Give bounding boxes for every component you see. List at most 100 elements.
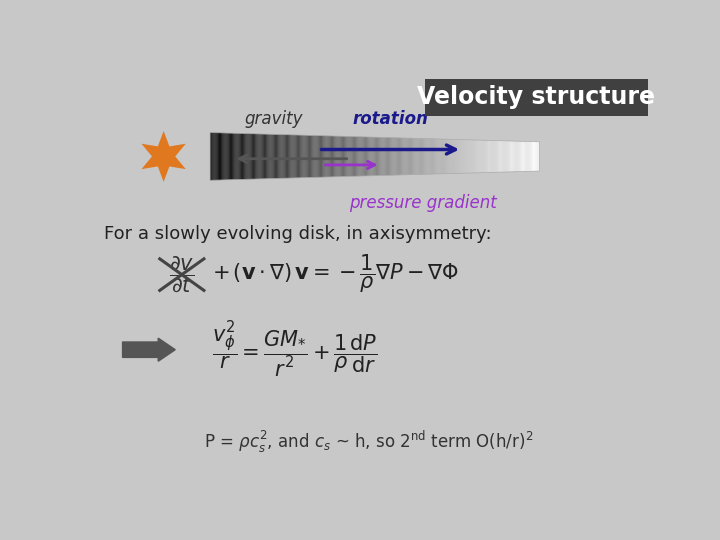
Polygon shape xyxy=(213,133,215,180)
Polygon shape xyxy=(301,135,302,178)
Polygon shape xyxy=(368,137,369,176)
Polygon shape xyxy=(399,138,400,175)
Polygon shape xyxy=(332,136,333,177)
Polygon shape xyxy=(373,137,374,176)
Polygon shape xyxy=(340,136,341,177)
Polygon shape xyxy=(285,134,286,178)
Polygon shape xyxy=(526,141,528,171)
Polygon shape xyxy=(419,138,420,174)
Polygon shape xyxy=(389,138,390,176)
Polygon shape xyxy=(246,133,248,179)
Polygon shape xyxy=(491,140,492,172)
Text: $\dfrac{v_{\phi}^{2}}{r} = \dfrac{GM_{*}}{r^{2}} + \dfrac{1}{\rho}\dfrac{\mathrm: $\dfrac{v_{\phi}^{2}}{r} = \dfrac{GM_{*}… xyxy=(212,320,378,380)
Polygon shape xyxy=(279,134,280,178)
Polygon shape xyxy=(534,141,535,171)
Polygon shape xyxy=(488,140,489,172)
Polygon shape xyxy=(309,136,310,178)
Polygon shape xyxy=(338,136,340,177)
Polygon shape xyxy=(455,139,456,173)
Polygon shape xyxy=(516,141,518,172)
Polygon shape xyxy=(315,136,317,177)
Polygon shape xyxy=(522,141,523,172)
Polygon shape xyxy=(441,139,442,174)
Polygon shape xyxy=(364,137,365,176)
Polygon shape xyxy=(410,138,411,175)
Polygon shape xyxy=(269,134,271,179)
Polygon shape xyxy=(274,134,275,179)
Polygon shape xyxy=(276,134,277,178)
Polygon shape xyxy=(296,135,297,178)
Polygon shape xyxy=(454,139,455,173)
Polygon shape xyxy=(403,138,405,175)
Polygon shape xyxy=(430,139,431,174)
Text: rotation: rotation xyxy=(353,110,428,128)
Polygon shape xyxy=(468,140,469,173)
Text: pressure gradient: pressure gradient xyxy=(349,194,497,212)
Polygon shape xyxy=(424,139,426,174)
Polygon shape xyxy=(481,140,482,173)
Polygon shape xyxy=(252,134,253,179)
Polygon shape xyxy=(415,138,417,174)
Polygon shape xyxy=(228,133,229,180)
Polygon shape xyxy=(393,138,395,175)
Polygon shape xyxy=(422,138,423,174)
Polygon shape xyxy=(286,134,287,178)
Polygon shape xyxy=(254,134,255,179)
Polygon shape xyxy=(510,141,511,172)
Polygon shape xyxy=(464,140,465,173)
Polygon shape xyxy=(532,141,533,171)
Polygon shape xyxy=(234,133,235,180)
Polygon shape xyxy=(222,133,223,180)
Polygon shape xyxy=(211,133,212,180)
Polygon shape xyxy=(282,134,284,178)
Polygon shape xyxy=(354,137,355,176)
Polygon shape xyxy=(505,141,507,172)
Polygon shape xyxy=(440,139,441,174)
Polygon shape xyxy=(459,139,461,173)
Polygon shape xyxy=(461,139,462,173)
Polygon shape xyxy=(345,136,346,177)
Polygon shape xyxy=(324,136,325,177)
Polygon shape xyxy=(431,139,432,174)
Polygon shape xyxy=(257,134,258,179)
Text: Velocity structure: Velocity structure xyxy=(418,85,655,109)
Polygon shape xyxy=(318,136,319,177)
Polygon shape xyxy=(498,140,499,172)
Polygon shape xyxy=(514,141,516,172)
Polygon shape xyxy=(433,139,434,174)
Polygon shape xyxy=(456,139,457,173)
Polygon shape xyxy=(501,141,502,172)
Polygon shape xyxy=(363,137,364,176)
Polygon shape xyxy=(409,138,410,175)
Polygon shape xyxy=(223,133,225,180)
Polygon shape xyxy=(303,135,305,178)
Polygon shape xyxy=(435,139,436,174)
Polygon shape xyxy=(233,133,234,180)
Polygon shape xyxy=(336,136,338,177)
Polygon shape xyxy=(524,141,525,172)
Polygon shape xyxy=(350,137,351,177)
Polygon shape xyxy=(463,140,464,173)
Polygon shape xyxy=(319,136,320,177)
Polygon shape xyxy=(300,135,301,178)
Polygon shape xyxy=(341,136,342,177)
Polygon shape xyxy=(323,136,324,177)
Polygon shape xyxy=(221,133,222,180)
Polygon shape xyxy=(266,134,267,179)
Polygon shape xyxy=(428,139,430,174)
Polygon shape xyxy=(219,133,220,180)
Polygon shape xyxy=(379,137,380,176)
Polygon shape xyxy=(333,136,334,177)
Polygon shape xyxy=(513,141,514,172)
Polygon shape xyxy=(537,141,539,171)
Polygon shape xyxy=(244,133,246,179)
Polygon shape xyxy=(489,140,490,172)
Polygon shape xyxy=(289,135,290,178)
Polygon shape xyxy=(490,140,491,172)
Polygon shape xyxy=(218,133,219,180)
Polygon shape xyxy=(535,141,536,171)
Polygon shape xyxy=(141,131,186,182)
Polygon shape xyxy=(375,137,376,176)
Polygon shape xyxy=(449,139,451,173)
Polygon shape xyxy=(378,137,379,176)
